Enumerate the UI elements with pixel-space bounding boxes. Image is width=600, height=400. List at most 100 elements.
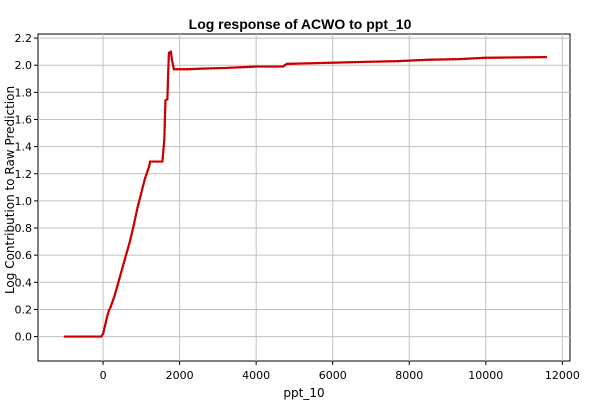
series-point: [141, 185, 144, 188]
series-point: [69, 335, 72, 338]
series-point: [195, 67, 198, 70]
series-point: [421, 58, 424, 62]
series-point: [90, 335, 94, 338]
series-point: [170, 58, 174, 61]
series-point: [339, 61, 342, 64]
series-point: [166, 94, 169, 98]
series-point: [233, 66, 236, 69]
series-point: [97, 335, 100, 338]
series-point: [463, 57, 467, 60]
series-point: [137, 200, 141, 203]
series-point: [166, 82, 169, 85]
series-point: [84, 335, 88, 338]
series-point: [166, 79, 170, 82]
series-point: [236, 66, 239, 69]
series-point: [415, 59, 418, 62]
series-point: [418, 59, 421, 62]
series-point: [163, 138, 166, 141]
series-point: [112, 297, 115, 300]
series-point: [167, 54, 170, 58]
series-point: [266, 65, 270, 68]
series-point: [135, 212, 138, 215]
series-point: [469, 57, 473, 60]
series-point: [283, 64, 286, 67]
series-point: [133, 221, 136, 224]
series-point: [281, 65, 285, 68]
series-point: [161, 160, 164, 163]
y-tick-label: 0.2: [15, 303, 33, 316]
series-point: [161, 157, 164, 160]
series-point: [118, 275, 122, 278]
series-point: [378, 60, 381, 63]
series-point: [294, 62, 297, 65]
series-point: [121, 264, 125, 268]
y-tick-label: 2.0: [15, 59, 33, 72]
series-point: [105, 316, 108, 319]
y-tick-label: 0.0: [15, 331, 33, 344]
series-group: [63, 50, 548, 338]
series-point: [212, 67, 216, 70]
series-point: [164, 108, 167, 111]
series-point: [167, 70, 170, 73]
series-point: [124, 256, 127, 259]
series-point: [114, 289, 118, 292]
series-point: [245, 65, 249, 69]
series-point: [164, 102, 167, 105]
series-point: [127, 245, 130, 249]
series-point: [163, 135, 166, 138]
x-tick-label: 6000: [319, 369, 347, 382]
series-point: [66, 335, 69, 338]
series-point: [475, 57, 478, 60]
series-point: [445, 58, 448, 61]
series-point: [393, 60, 396, 63]
series-point: [496, 56, 499, 59]
series-point: [111, 300, 114, 303]
series-point: [454, 58, 458, 61]
series-point: [312, 62, 315, 65]
series-point: [348, 61, 351, 64]
series-point: [129, 237, 132, 240]
series-point: [436, 58, 439, 61]
series-point: [502, 56, 505, 59]
series-point: [239, 66, 242, 69]
series-point: [163, 114, 167, 117]
series-point: [303, 62, 306, 65]
series-point: [269, 65, 273, 68]
x-axis-label: ppt_10: [283, 386, 324, 400]
series-point: [125, 251, 128, 254]
series-point: [258, 65, 261, 68]
series-point: [327, 61, 330, 64]
x-tick-label: 12000: [545, 369, 580, 382]
y-tick-label: 0.6: [15, 249, 33, 262]
series-point: [179, 68, 182, 71]
series-point: [167, 58, 170, 61]
chart-title: Log response of ACWO to ppt_10: [189, 16, 412, 32]
series-point: [534, 56, 537, 59]
series-point: [132, 224, 135, 227]
series-point: [164, 105, 167, 108]
series-point: [105, 319, 108, 322]
series-point: [78, 335, 82, 338]
series-point: [227, 66, 230, 69]
series-point: [115, 286, 118, 289]
series-point: [201, 67, 204, 70]
x-tick-label: 4000: [242, 369, 270, 382]
series-point: [275, 65, 279, 68]
series-point: [162, 144, 165, 148]
series-point: [451, 58, 454, 61]
series-point: [315, 62, 318, 65]
series-point: [375, 60, 378, 63]
series-point: [166, 76, 170, 79]
series-point: [109, 305, 112, 308]
series-point: [460, 57, 464, 61]
series-point: [113, 294, 116, 297]
series-point: [110, 302, 113, 306]
series-point: [170, 55, 173, 59]
series-point: [297, 62, 300, 65]
series-point: [163, 132, 166, 135]
series-point: [102, 330, 105, 333]
series-point: [387, 60, 390, 63]
series-point: [499, 56, 502, 59]
series-point: [155, 160, 158, 163]
series-point: [142, 182, 145, 185]
